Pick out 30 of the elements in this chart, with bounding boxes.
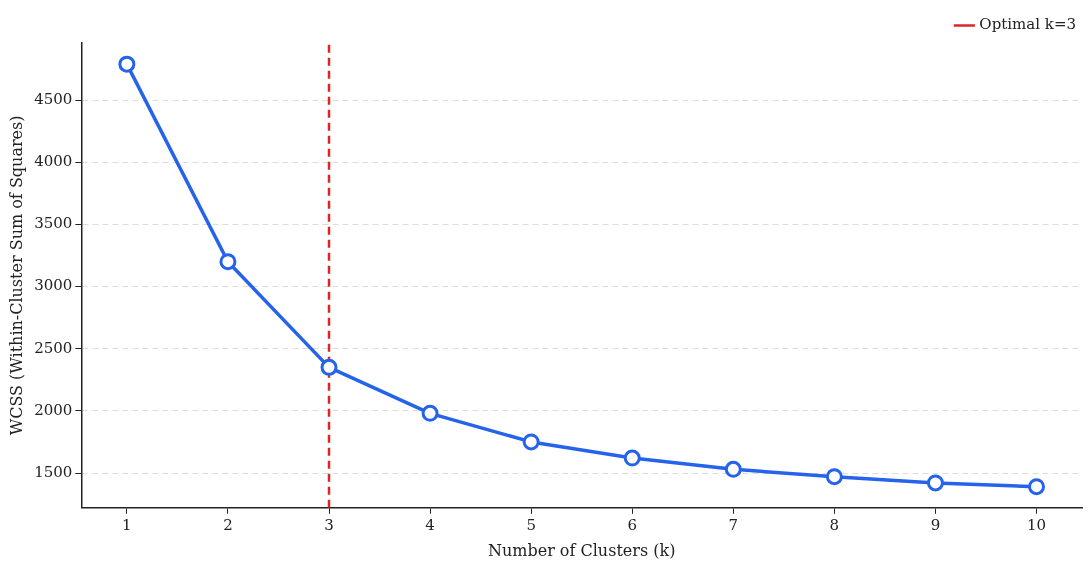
point xyxy=(724,460,742,478)
y-tick-label: 2000 xyxy=(34,400,73,419)
y-tick-label: 1500 xyxy=(34,462,73,481)
x-tick-label: 7 xyxy=(728,515,739,534)
x-tick-label: 9 xyxy=(930,515,941,534)
x-tick-label: 3 xyxy=(324,515,334,534)
x-tick-label: 5 xyxy=(526,515,536,534)
x-tick-label: 8 xyxy=(829,515,840,534)
point xyxy=(522,433,540,451)
point xyxy=(118,55,136,73)
point xyxy=(623,449,641,467)
y-tick-label: 3500 xyxy=(34,214,73,233)
y-tick-label: 4500 xyxy=(34,90,73,109)
point xyxy=(926,474,944,492)
x-tick-label: 1 xyxy=(122,515,132,534)
point xyxy=(1028,478,1046,496)
legend-label: Optimal k=3 xyxy=(979,15,1077,34)
y-tick-label: 3000 xyxy=(34,276,73,295)
x-tick-label: 10 xyxy=(1026,515,1047,534)
point xyxy=(219,253,237,271)
y-axis-title: WCSS (Within-Cluster Sum of Squares) xyxy=(6,115,26,436)
x-axis-title: Number of Clusters (k) xyxy=(487,540,676,560)
x-tick-label: 4 xyxy=(425,515,435,534)
point xyxy=(320,358,338,376)
y-tick-label: 4000 xyxy=(34,152,73,171)
x-tick-label: 6 xyxy=(627,515,637,534)
x-tick-label: 2 xyxy=(223,515,233,534)
point xyxy=(825,468,843,486)
point xyxy=(421,404,439,422)
y-tick-label: 2500 xyxy=(34,338,73,357)
